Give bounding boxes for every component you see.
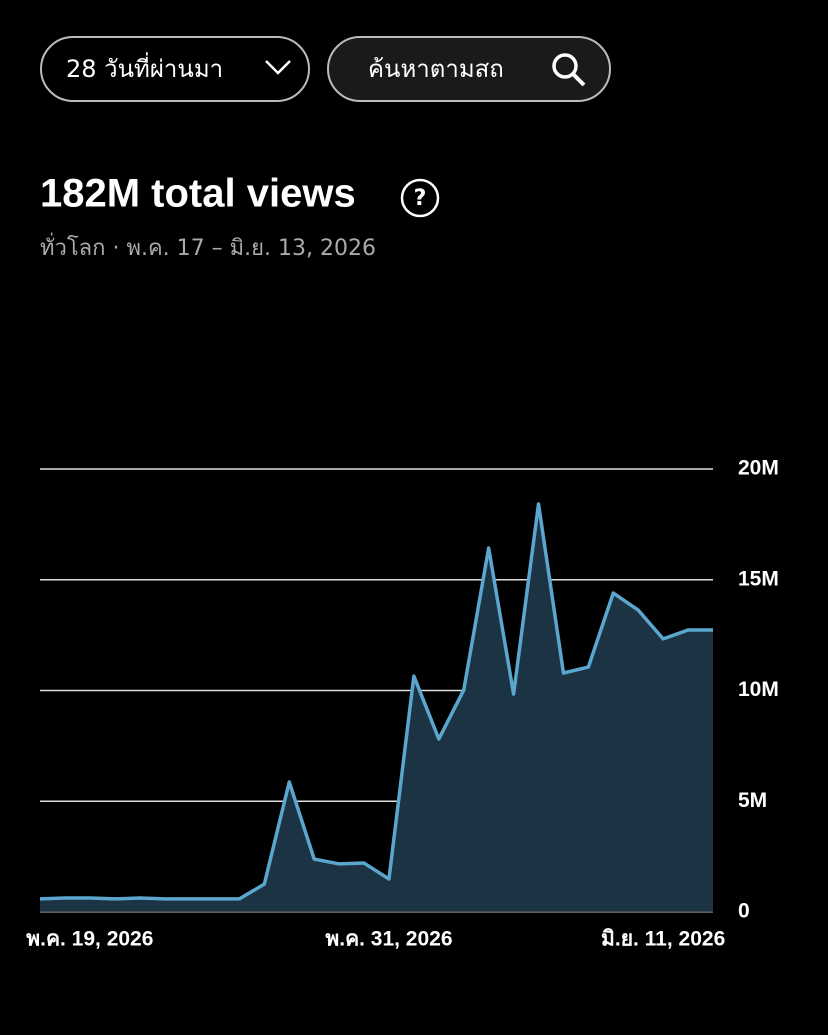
chevron-icon[interactable] (265, 60, 291, 75)
line (39, 502, 713, 901)
search-placeholder[interactable]: ค้นหาตามสถ (368, 55, 504, 83)
y-tick-label: 10M (738, 678, 779, 701)
x-tick-label: มิ.ย. 11, 2026 (601, 928, 725, 951)
y-tick-label: 0 (738, 900, 750, 923)
search-icon[interactable] (552, 53, 578, 79)
y-tick-label: 5M (738, 789, 767, 812)
x-tick-label: พ.ค. 31, 2026 (325, 928, 452, 951)
search-icon-handle[interactable] (571, 72, 586, 87)
chart-subtitle: ทั่วโลก · พ.ค. 17 – มิ.ย. 13, 2026 (40, 232, 376, 261)
x-tick-label: พ.ค. 19, 2026 (26, 928, 153, 951)
y-tick-label: 15M (738, 567, 779, 590)
range-dropdown[interactable]: 28 วันที่ผ่านมา (40, 36, 310, 102)
search-box[interactable]: ค้นหาตามสถ (327, 36, 611, 102)
y-tick-label: 20M (738, 457, 779, 480)
area (40, 503, 713, 912)
dropdown-label[interactable]: 28 วันที่ผ่านมา (66, 52, 223, 83)
help-icon[interactable]: ? (400, 178, 440, 218)
help-mark[interactable]: ? (414, 186, 427, 211)
dropdown-pill[interactable] (40, 36, 310, 102)
help-circle[interactable] (400, 178, 440, 218)
search-pill[interactable] (327, 36, 611, 102)
chart-title: 182M total views (40, 172, 356, 216)
